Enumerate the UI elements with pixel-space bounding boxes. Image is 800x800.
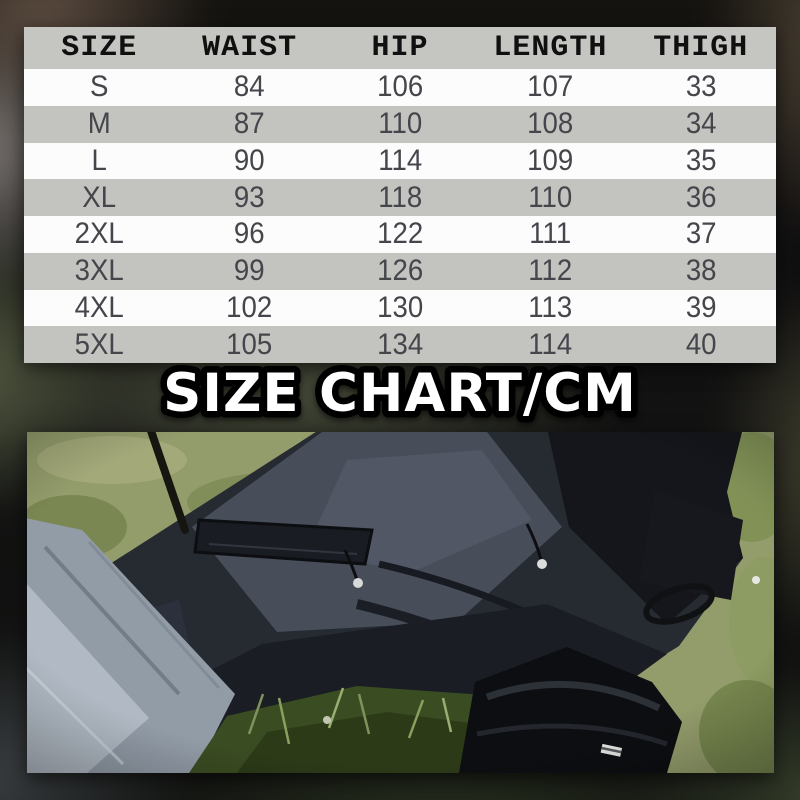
length-cell: 107 — [527, 70, 574, 104]
waist-cell: 105 — [226, 327, 273, 361]
waist-cell: 93 — [234, 180, 265, 214]
waist-cell: 87 — [234, 107, 265, 141]
length-cell: 108 — [527, 107, 574, 141]
header-cell-thigh: THIGH — [653, 31, 749, 65]
size-chart-title: SIZE CHART/CM — [163, 363, 637, 424]
hip-cell: 130 — [376, 290, 424, 324]
hip-cell: 106 — [376, 70, 424, 104]
length-cell: 114 — [528, 327, 573, 361]
thigh-cell: 40 — [685, 327, 717, 361]
size-chart-table: SIZE WAIST HIP LENGTH THIGH S 84 106 107 33 M… — [24, 27, 776, 363]
size-cell: 4XL — [74, 290, 124, 324]
length-cell: 110 — [528, 180, 573, 214]
size-cell: 3XL — [74, 254, 124, 288]
size-cell: 5XL — [74, 327, 124, 361]
size-cell: L — [91, 143, 107, 177]
thigh-cell: 33 — [685, 70, 717, 104]
length-cell: 111 — [529, 217, 572, 251]
waist-cell: 99 — [234, 254, 265, 288]
thigh-cell: 35 — [685, 143, 717, 177]
table-row: S 84 106 107 33 — [24, 69, 776, 106]
header-cell-length: LENGTH — [493, 31, 608, 65]
size-cell: M — [87, 107, 111, 141]
table-row: M 87 110 108 34 — [24, 105, 776, 143]
size-chart-title-banner: SIZE CHART/CM — [0, 356, 800, 431]
hip-cell: 118 — [377, 180, 422, 214]
header-cell-hip: HIP — [371, 31, 429, 65]
header-cell-waist: WAIST — [202, 31, 298, 65]
header-cell-size: SIZE — [61, 31, 138, 65]
table-row: L 90 114 109 35 — [24, 142, 776, 180]
photo-vignette — [27, 432, 774, 773]
hip-cell: 134 — [376, 327, 424, 361]
hip-cell: 122 — [376, 217, 424, 251]
waist-cell: 84 — [234, 70, 265, 104]
waist-cell: 96 — [234, 217, 265, 251]
thigh-cell: 36 — [685, 180, 717, 214]
length-cell: 113 — [528, 290, 573, 324]
size-cell: S — [89, 70, 109, 104]
waist-cell: 90 — [234, 143, 265, 177]
hip-cell: 114 — [377, 143, 422, 177]
thigh-cell: 37 — [685, 217, 717, 251]
hip-cell: 110 — [377, 107, 422, 141]
thigh-cell: 39 — [685, 290, 717, 324]
table-row: 3XL 99 126 112 38 — [24, 252, 776, 290]
table-row: XL 93 118 110 36 — [24, 179, 776, 216]
length-cell: 109 — [527, 143, 574, 177]
size-cell: XL — [82, 180, 117, 214]
length-cell: 112 — [528, 254, 573, 288]
product-photo — [27, 432, 774, 773]
waist-cell: 102 — [226, 290, 273, 324]
thigh-cell: 38 — [685, 254, 717, 288]
thigh-cell: 34 — [685, 107, 717, 141]
table-header-row: SIZE WAIST HIP LENGTH THIGH — [24, 27, 776, 69]
hip-cell: 126 — [376, 254, 424, 288]
table-row: 5XL 105 134 114 40 — [24, 326, 776, 363]
table-row: 2XL 96 122 111 37 — [24, 216, 776, 253]
table-row: 4XL 102 130 113 39 — [24, 289, 776, 327]
size-cell: 2XL — [74, 217, 124, 251]
